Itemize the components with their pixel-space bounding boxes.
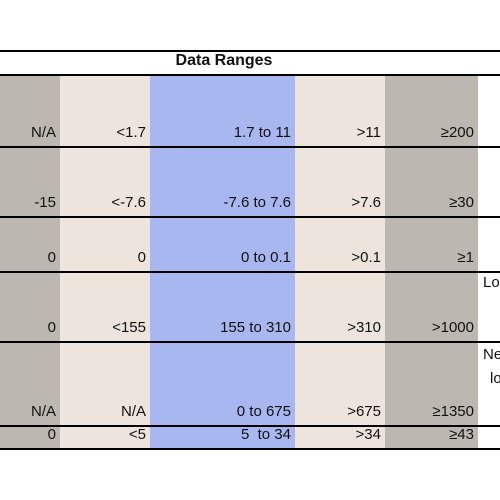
cell-note: lo	[490, 370, 500, 387]
cell-text: >34	[355, 426, 381, 443]
cell-bg	[385, 146, 478, 216]
cell-bg	[150, 271, 295, 341]
cell-bg	[150, 146, 295, 216]
cell-text: -7.6 to 7.6	[223, 194, 291, 211]
cell-bg	[295, 271, 385, 341]
cell-bg	[295, 341, 385, 425]
cell-bg	[295, 74, 385, 146]
cell-bg	[385, 271, 478, 341]
cell-text: 0	[47, 426, 56, 443]
cell-bg	[0, 74, 60, 146]
cell-bg	[150, 341, 295, 425]
cell-text: 0 to 675	[236, 403, 291, 420]
cell-bg	[0, 216, 60, 271]
cell-text: <-7.6	[111, 194, 146, 211]
row-border	[0, 425, 500, 427]
cell-bg	[60, 341, 150, 425]
cell-text: <5	[128, 426, 146, 443]
cell-text: 0	[47, 319, 56, 336]
cell-text: 5 to 34	[240, 426, 291, 443]
cell-text: >675	[347, 403, 381, 420]
cell-bg	[385, 425, 478, 448]
cell-text: ≥30	[449, 194, 474, 211]
cell-text: N/A	[30, 403, 56, 420]
cell-bg	[150, 425, 295, 448]
cell-bg	[60, 425, 150, 448]
cell-bg	[60, 146, 150, 216]
cell-note: Lov	[483, 274, 500, 291]
cell-bg	[0, 425, 60, 448]
cell-text: >310	[347, 319, 381, 336]
cell-text: ≥200	[440, 124, 474, 141]
cell-note: Ne	[483, 346, 500, 363]
row-border	[0, 74, 500, 76]
cell-bg	[385, 216, 478, 271]
row-border	[0, 146, 500, 148]
row-border	[0, 50, 500, 52]
table-title: Data Ranges	[175, 52, 273, 69]
cell-bg	[385, 341, 478, 425]
cell-text: N/A	[30, 124, 56, 141]
cell-text: >11	[356, 124, 381, 141]
cell-bg	[385, 74, 478, 146]
cell-text: 0	[137, 249, 146, 266]
cell-text: >1000	[431, 319, 474, 336]
cell-bg	[150, 216, 295, 271]
cell-text: <155	[112, 319, 146, 336]
cell-text: <1.7	[116, 124, 146, 141]
row-border	[0, 216, 500, 218]
row-border	[0, 448, 500, 450]
cell-text: 1.7 to 11	[233, 124, 291, 141]
cell-bg	[295, 425, 385, 448]
cell-text: 0	[47, 249, 56, 266]
row-border	[0, 341, 500, 343]
cell-bg	[0, 341, 60, 425]
cell-bg	[150, 74, 295, 146]
cell-bg	[0, 146, 60, 216]
cell-bg	[60, 271, 150, 341]
cell-bg	[0, 271, 60, 341]
cell-text: >7.6	[351, 194, 381, 211]
cell-text: ≥1350	[432, 403, 474, 420]
cell-text: 155 to 310	[220, 319, 291, 336]
cell-text: ≥1	[457, 249, 474, 266]
cell-bg	[60, 216, 150, 271]
cell-bg	[295, 216, 385, 271]
cell-text: N/A	[120, 403, 146, 420]
row-border	[0, 271, 500, 273]
cell-text: -15	[34, 194, 56, 211]
cell-bg	[295, 146, 385, 216]
cell-text: >0.1	[351, 249, 381, 266]
cell-bg	[60, 74, 150, 146]
cell-text: ≥43	[449, 426, 474, 443]
cell-text: 0 to 0.1	[240, 249, 291, 266]
